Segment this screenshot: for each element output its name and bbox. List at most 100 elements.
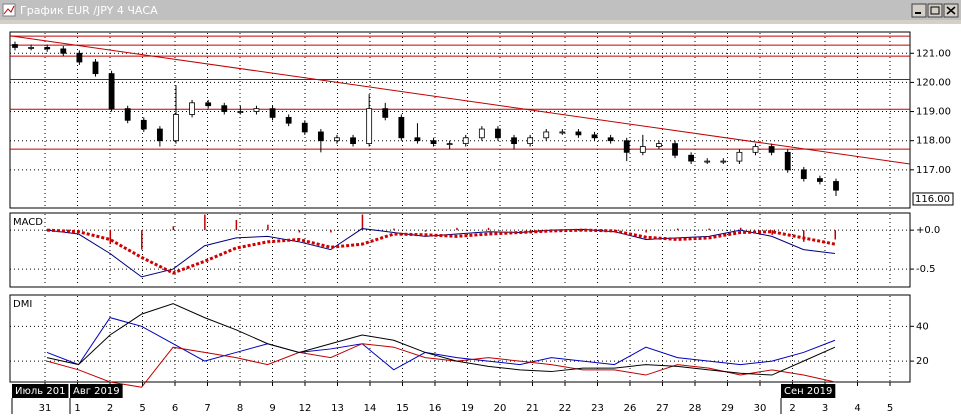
maximize-button[interactable]: [927, 3, 943, 18]
y-tick-label: 118.00: [916, 136, 951, 147]
histogram-bar: [676, 228, 679, 231]
candle-body: [527, 137, 534, 145]
candle-body: [60, 48, 67, 54]
x-tick-label: 15: [396, 403, 409, 414]
candle-body: [414, 137, 421, 142]
candle-body: [189, 102, 195, 115]
candle-body: [269, 108, 276, 118]
histogram-bar: [235, 220, 238, 231]
candle-body: [559, 131, 566, 134]
x-tick-label: 28: [689, 403, 702, 414]
last-price-label: 116.00: [915, 194, 950, 205]
candle-body: [768, 146, 775, 153]
x-tick-label: 1: [74, 403, 80, 414]
histogram-bar: [456, 227, 458, 231]
y-tick-label: +0.0: [916, 225, 940, 236]
window-buttons[interactable]: [911, 3, 959, 18]
candle-body: [221, 105, 228, 112]
candle-body: [720, 160, 727, 163]
panel: [9, 294, 911, 383]
month-label: Сен 2019: [784, 386, 832, 397]
candle-body: [672, 143, 678, 156]
candle-body: [607, 137, 614, 142]
candle-body: [317, 131, 324, 142]
y-tick-label: 120.00: [916, 77, 951, 88]
x-tick-label: 16: [429, 403, 442, 414]
candle-body: [688, 154, 695, 162]
x-tick-label: 21: [526, 403, 539, 414]
x-tick-label: 14: [364, 403, 377, 414]
x-tick-label: 29: [721, 403, 734, 414]
candle-body: [366, 108, 373, 145]
candle-body: [12, 44, 18, 48]
histogram-bar: [487, 227, 490, 231]
candle-body: [639, 146, 646, 153]
x-tick-label: 31: [39, 403, 52, 414]
histogram-bar: [109, 230, 112, 245]
candle-body: [656, 143, 662, 147]
x-tick-label: 22: [559, 403, 572, 414]
x-tick-label: 2: [789, 403, 795, 414]
candle-body: [237, 111, 244, 113]
window-icon-line: [3, 5, 15, 15]
candle-body: [800, 169, 807, 179]
histogram-bar: [172, 226, 175, 231]
x-tick-label: 4: [854, 403, 860, 414]
x-tick-label: 7: [204, 403, 210, 414]
candle-body: [156, 128, 163, 142]
series-line: [46, 317, 836, 371]
y-tick-label: 20: [916, 356, 929, 367]
last-price-box: [912, 192, 954, 206]
close-icon: [946, 6, 956, 15]
x-tick-label: 26: [624, 403, 637, 414]
candle-body: [833, 181, 839, 191]
x-tick-label: 23: [591, 403, 604, 414]
candle-body: [623, 140, 630, 153]
month-label: Июль 201: [15, 386, 65, 397]
month-label: Авг 2019: [73, 386, 120, 397]
x-tick-label: 30: [754, 403, 767, 414]
candle-body: [76, 52, 83, 63]
candle-body: [817, 178, 823, 182]
candle-body: [124, 108, 131, 121]
month-label-bg: [70, 384, 123, 398]
maximize-icon: [930, 6, 940, 15]
candle-body: [173, 114, 179, 142]
candle-body: [334, 137, 340, 142]
candle-body: [591, 134, 598, 139]
x-tick-label: 13: [331, 403, 344, 414]
candle-body: [511, 137, 517, 145]
histogram-bar: [393, 228, 395, 231]
x-tick-label: 5: [139, 403, 145, 414]
histogram-bar: [330, 230, 332, 233]
minimize-button[interactable]: [911, 3, 927, 18]
x-tick-label: 3: [822, 403, 828, 414]
x-tick-label: 9: [269, 403, 275, 414]
candle-body: [28, 47, 34, 49]
x-tick-label: 5: [887, 403, 893, 414]
series-line: [46, 228, 836, 275]
candle-body: [736, 151, 743, 162]
histogram-bar: [645, 230, 647, 233]
candle-body: [301, 122, 308, 133]
candle-body: [430, 140, 437, 145]
candle-body: [350, 137, 356, 145]
x-tick-label: 27: [656, 403, 669, 414]
candle-body: [44, 47, 51, 50]
candle-body: [285, 116, 292, 124]
candle-body: [784, 151, 791, 171]
candle-body: [752, 146, 759, 153]
x-tick-label: 12: [299, 403, 312, 414]
x-tick-label: 8: [237, 403, 243, 414]
candle-body: [478, 128, 485, 139]
candle-body: [382, 108, 389, 118]
series-line: [46, 303, 836, 376]
x-tick-label: 20: [494, 403, 507, 414]
histogram-bar: [708, 228, 710, 231]
candle-body: [398, 116, 405, 139]
y-tick-label: 117.00: [916, 165, 951, 176]
histogram-bar: [739, 227, 742, 231]
x-tick-label: 2: [107, 403, 113, 414]
histogram-bar: [802, 230, 805, 242]
